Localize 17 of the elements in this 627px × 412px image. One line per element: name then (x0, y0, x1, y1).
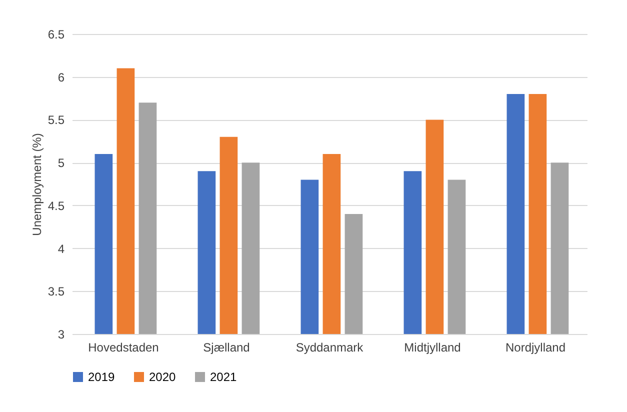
y-tick-label: 4 (58, 242, 65, 256)
legend-label: 2021 (210, 370, 238, 384)
x-tick-label: Sjælland (203, 340, 250, 354)
y-tick-label: 3.5 (48, 284, 65, 299)
y-tick-label: 6 (58, 70, 65, 84)
x-tick-label: Hovedstaden (88, 340, 159, 354)
legend-label: 2019 (88, 370, 116, 384)
legend-label: 2020 (149, 370, 176, 384)
y-tick-label: 5 (58, 156, 65, 170)
y-tick-label: 4.5 (48, 198, 65, 213)
y-axis-title: Unemployment (%) (30, 133, 44, 236)
y-tick-label: 3 (58, 328, 65, 342)
x-tick-label: Nordjylland (505, 340, 566, 354)
x-tick-label: Syddanmark (296, 340, 364, 354)
x-tick-label: Midtjylland (404, 340, 461, 354)
y-tick-label: 6.5 (48, 28, 65, 42)
y-tick-label: 5.5 (48, 113, 65, 128)
